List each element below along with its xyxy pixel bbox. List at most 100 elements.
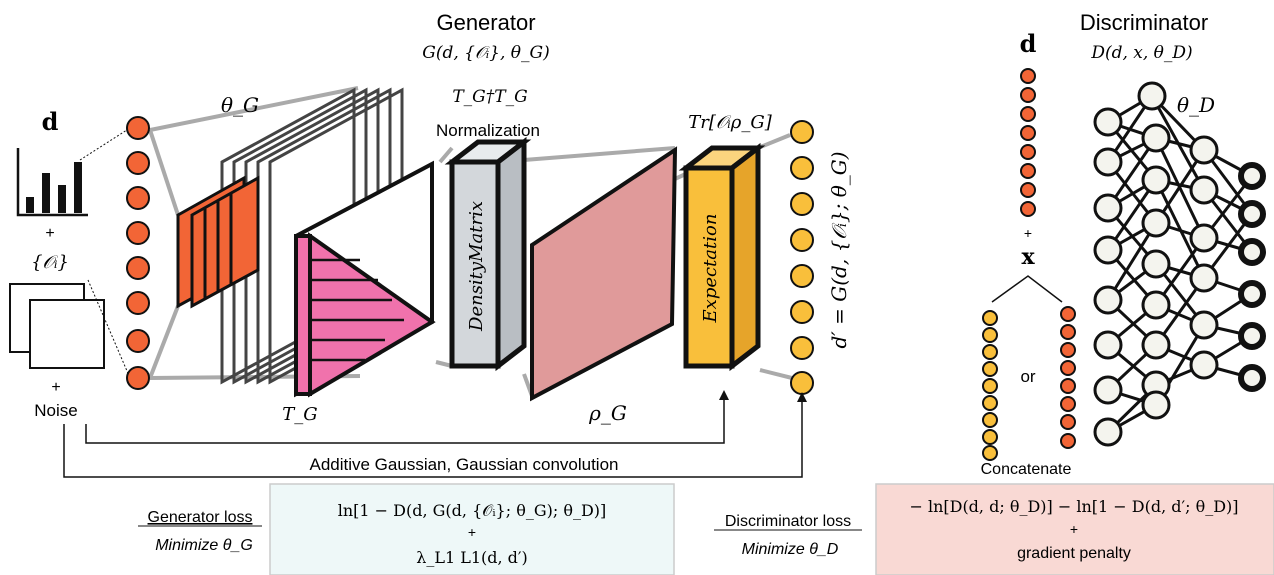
disc-node xyxy=(1189,263,1219,293)
plus-noise: + xyxy=(51,379,60,396)
disc-layer-2 xyxy=(1137,81,1171,420)
disc-node xyxy=(1093,417,1123,447)
expectation-box xyxy=(678,142,766,372)
disc-yellow-column xyxy=(982,310,998,461)
discriminator-loss-term2: gradient penalty xyxy=(1017,545,1131,562)
generator-title: Generator xyxy=(436,10,535,35)
t-g-label: T_G xyxy=(282,404,317,425)
disc-output-node xyxy=(1238,364,1266,392)
disc-plus: + xyxy=(1024,225,1032,241)
discriminator-title: Discriminator xyxy=(1080,10,1208,35)
tt-label: T_G†T_G xyxy=(452,87,527,107)
disc-node xyxy=(1141,390,1171,420)
discriminator-signature: D(d, x, θ_D) xyxy=(1090,43,1192,63)
output-neuron xyxy=(790,228,814,252)
t-g-lower-triangular-stack xyxy=(294,160,436,398)
disc-node xyxy=(1189,223,1219,253)
disc-output-node xyxy=(1238,322,1266,350)
disc-d-column xyxy=(1020,68,1036,217)
noise-paths-label: Additive Gaussian, Gaussian convolution xyxy=(309,455,618,474)
generator-signature: G(d, {𝒪ᵢ}, θ_G) xyxy=(422,43,549,63)
disc-node xyxy=(1093,285,1123,315)
input-neuron xyxy=(126,221,150,245)
disc-node xyxy=(1137,81,1167,111)
disc-node xyxy=(1189,350,1219,380)
disc-node xyxy=(1141,123,1171,153)
noise-arrows xyxy=(63,398,803,478)
disc-node xyxy=(1093,107,1123,137)
input-neuron xyxy=(126,186,150,210)
input-neuron xyxy=(126,366,150,390)
output-neuron xyxy=(790,264,814,288)
noise-arrowhead-expectation xyxy=(719,390,729,400)
output-neuron xyxy=(790,300,814,324)
noise-arrowhead-output xyxy=(797,392,807,402)
disc-node xyxy=(1093,193,1123,223)
input-neuron xyxy=(126,291,150,315)
input-neurons xyxy=(126,116,150,390)
disc-node xyxy=(1093,147,1123,177)
normalization-label: Normalization xyxy=(436,121,540,140)
generator-minimize: Minimize θ_G xyxy=(155,537,253,554)
output-formula: d′ = G(d, {𝒪ᵢ}; θ_G) xyxy=(827,151,851,348)
input-neuron xyxy=(126,329,150,353)
discriminator-loss-box xyxy=(875,483,1274,575)
density-matrix-box xyxy=(444,136,532,372)
expectation-label: Expectation xyxy=(700,214,721,324)
bar-chart-icon xyxy=(16,148,88,217)
output-neuron xyxy=(790,371,814,395)
input-neuron xyxy=(126,256,150,280)
discriminator-loss-term1: − ln[D(d, d; θ_D)] − ln[1 − D(d, d′; θ_D… xyxy=(909,497,1238,516)
output-neuron xyxy=(790,192,814,216)
input-neuron xyxy=(126,116,150,140)
output-neuron xyxy=(790,120,814,144)
disc-node xyxy=(1189,310,1219,340)
generator-loss-box xyxy=(269,483,675,575)
disc-node xyxy=(1141,290,1171,320)
generator-loss-label: Generator loss xyxy=(148,509,253,526)
input-neuron xyxy=(126,151,150,175)
generator-loss-plus: + xyxy=(468,524,476,540)
disc-node xyxy=(1141,249,1171,279)
trace-label: Tr[𝒪ᵢρ_G] xyxy=(688,112,773,133)
output-neuron xyxy=(790,336,814,360)
disc-or-label: or xyxy=(1020,367,1035,386)
disc-output-node xyxy=(1238,280,1266,308)
disc-layer-1 xyxy=(1093,107,1123,447)
disc-output-node xyxy=(1238,200,1266,228)
theta-d-label: θ_D xyxy=(1177,93,1215,117)
orange-feature-maps xyxy=(176,175,260,309)
disc-input-d-label: d xyxy=(1020,29,1037,58)
observables-set: {𝒪ᵢ} xyxy=(31,252,69,273)
discriminator-loss-plus: + xyxy=(1070,521,1078,537)
disc-node xyxy=(1093,330,1123,360)
disc-output-layer xyxy=(1238,162,1266,392)
disc-node xyxy=(1189,175,1219,205)
noise-frame-front xyxy=(29,299,105,369)
density-matrix-label: DensityMatrix xyxy=(466,201,487,332)
disc-node xyxy=(1141,330,1171,360)
disc-input-x-label: x xyxy=(1021,244,1035,270)
generator-loss-term1: ln[1 − D(d, G(d, {𝒪ᵢ}; θ_G); θ_D)] xyxy=(338,501,607,520)
output-neurons xyxy=(790,120,814,395)
discriminator-loss-label: Discriminator loss xyxy=(725,513,851,530)
noise-label: Noise xyxy=(34,401,77,420)
disc-node xyxy=(1093,235,1123,265)
disc-output-node xyxy=(1238,238,1266,266)
disc-output-node xyxy=(1238,162,1266,190)
rho-g-label: ρ_G xyxy=(588,401,627,425)
theta-g-label: θ_G xyxy=(221,93,259,117)
generator-loss-term2: λ_L1 L1(d, d′) xyxy=(416,548,528,567)
disc-orange-column xyxy=(1060,306,1076,449)
discriminator-minimize: Minimize θ_D xyxy=(742,541,839,558)
disc-node xyxy=(1141,208,1171,238)
plus-observables: + xyxy=(45,225,54,242)
disc-split-lines xyxy=(991,275,1063,303)
disc-layer-3 xyxy=(1189,135,1219,380)
output-neuron xyxy=(790,156,814,180)
input-d-label: d xyxy=(42,107,59,136)
disc-node xyxy=(1093,375,1123,405)
disc-concatenate-label: Concatenate xyxy=(981,461,1072,478)
rho-g-plane xyxy=(530,146,678,402)
